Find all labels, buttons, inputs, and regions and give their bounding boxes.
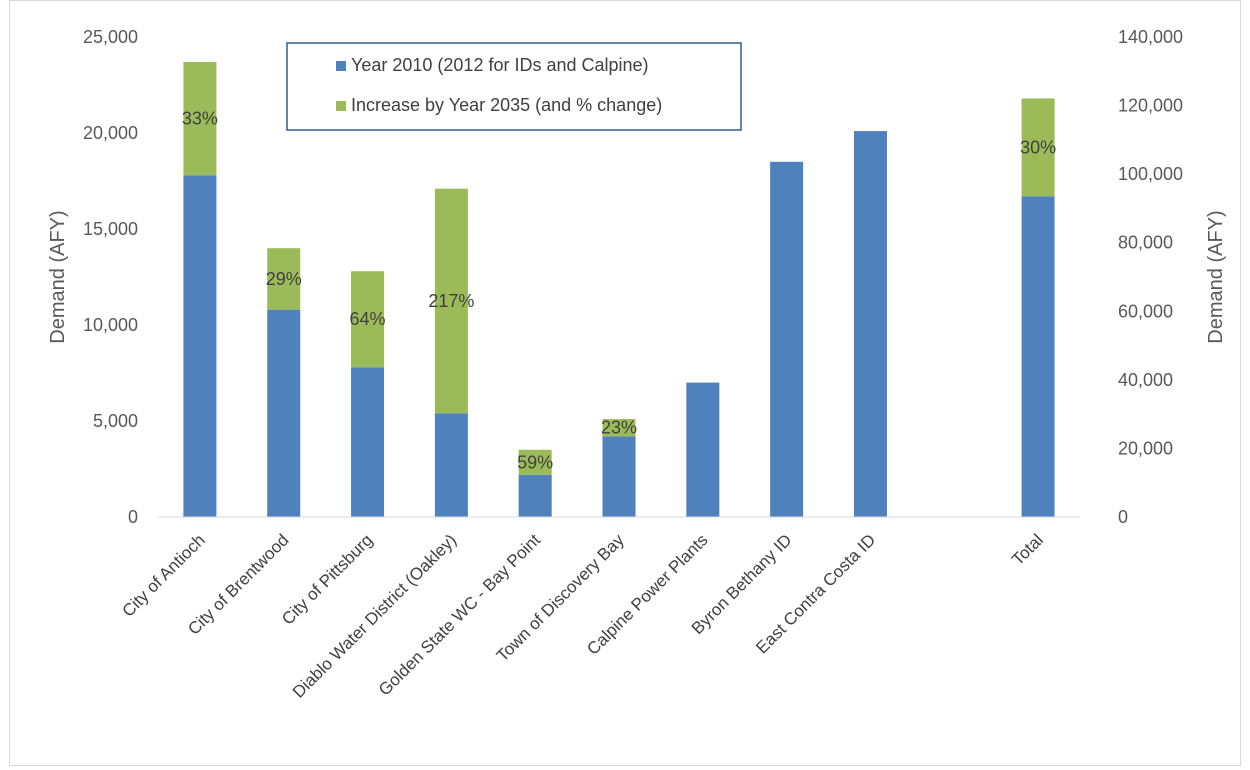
- left-tick-label: 10,000: [83, 315, 138, 335]
- left-tick-label: 0: [128, 507, 138, 527]
- left-tick-label: 20,000: [83, 123, 138, 143]
- percent-change-label: 33%: [182, 109, 218, 129]
- left-tick-label: 5,000: [93, 411, 138, 431]
- legend-swatch: [336, 61, 346, 71]
- bar-base-2010: [602, 436, 636, 517]
- bar-base-2010: [434, 413, 468, 517]
- category-label: City of Pittsburg: [278, 530, 376, 628]
- percent-change-label: 217%: [428, 291, 474, 311]
- left-tick-label: 25,000: [83, 27, 138, 47]
- percent-change-label: 30%: [1020, 137, 1056, 157]
- right-tick-label: 140,000: [1118, 27, 1183, 47]
- bar-increase-2035: [1021, 98, 1055, 197]
- percent-change-label: 23%: [601, 418, 637, 438]
- bar-base-2010: [686, 382, 720, 517]
- bar-base-2010: [518, 474, 552, 517]
- bar-increase-2035: [434, 188, 468, 414]
- legend-box: [286, 42, 742, 131]
- category-label: Golden State WC - Bay Point: [375, 530, 544, 699]
- right-tick-label: 80,000: [1118, 233, 1173, 253]
- bar-base-2010: [853, 131, 887, 517]
- bar-base-2010: [770, 161, 804, 518]
- left-tick-label: 15,000: [83, 219, 138, 239]
- right-tick-label: 60,000: [1118, 301, 1173, 321]
- percent-change-label: 59%: [517, 452, 553, 472]
- percent-change-label: 29%: [266, 269, 302, 289]
- category-label: City of Antioch: [118, 530, 208, 620]
- right-axis-title: Demand (AFY): [1205, 210, 1227, 343]
- bar-increase-2035: [351, 271, 385, 368]
- bar-increase-2035: [267, 248, 301, 310]
- legend-entry: Year 2010 (2012 for IDs and Calpine): [351, 55, 649, 75]
- legend-entry: Increase by Year 2035 (and % change): [351, 95, 662, 115]
- bar-increase-2035: [183, 61, 217, 176]
- stacked-bar-chart: 0 5,000 10,000 15,000 20,000 25,000 0 20,000 40,…: [47, 27, 1227, 702]
- category-label: Diablo Water District (Oakley): [289, 530, 460, 701]
- bar-base-2010: [183, 175, 217, 518]
- right-tick-label: 0: [1118, 507, 1128, 527]
- bar-base-2010: [351, 367, 385, 517]
- percent-change-label: 64%: [350, 309, 386, 329]
- bar-base-2010: [1021, 196, 1055, 518]
- right-tick-label: 40,000: [1118, 370, 1173, 390]
- bar-increase-2035: [602, 419, 636, 437]
- category-label: Total: [1008, 530, 1047, 569]
- right-tick-label: 20,000: [1118, 438, 1173, 458]
- bar-increase-2035: [518, 449, 552, 475]
- left-axis-title: Demand (AFY): [47, 210, 69, 343]
- legend-swatch: [336, 101, 346, 111]
- right-tick-label: 120,000: [1118, 96, 1183, 116]
- right-tick-label: 100,000: [1118, 164, 1183, 184]
- bar-base-2010: [267, 309, 301, 517]
- chart-frame: 0 5,000 10,000 15,000 20,000 25,000 0 20,000 40,…: [9, 0, 1241, 766]
